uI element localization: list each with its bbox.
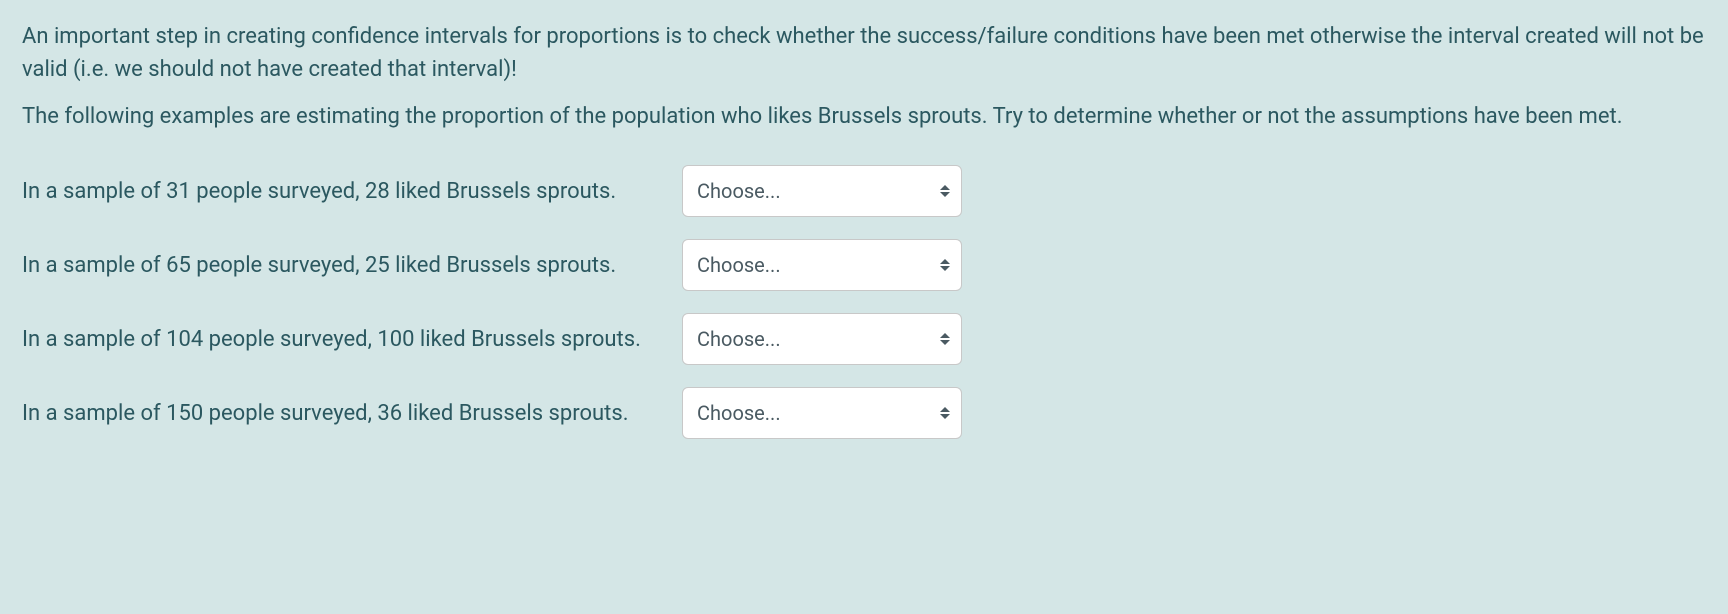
question-text-2: In a sample of 65 people surveyed, 25 li… [22,249,682,282]
intro-paragraph-1: An important step in creating confidence… [22,20,1706,86]
question-row: In a sample of 104 people surveyed, 100 … [22,313,1706,365]
select-placeholder-3: Choose... [697,324,781,354]
select-placeholder-1: Choose... [697,176,781,206]
question-row: In a sample of 65 people surveyed, 25 li… [22,239,1706,291]
answer-select-4[interactable]: Choose... [682,387,962,439]
question-text-1: In a sample of 31 people surveyed, 28 li… [22,175,682,208]
select-wrapper-1: Choose... [682,165,962,217]
select-placeholder-4: Choose... [697,398,781,428]
select-placeholder-2: Choose... [697,250,781,280]
question-text-3: In a sample of 104 people surveyed, 100 … [22,323,682,356]
answer-select-2[interactable]: Choose... [682,239,962,291]
select-wrapper-2: Choose... [682,239,962,291]
question-text-4: In a sample of 150 people surveyed, 36 l… [22,397,682,430]
questions-section: In a sample of 31 people surveyed, 28 li… [22,165,1706,439]
answer-select-3[interactable]: Choose... [682,313,962,365]
select-wrapper-4: Choose... [682,387,962,439]
answer-select-1[interactable]: Choose... [682,165,962,217]
intro-section: An important step in creating confidence… [22,20,1706,133]
question-row: In a sample of 31 people surveyed, 28 li… [22,165,1706,217]
intro-paragraph-2: The following examples are estimating th… [22,100,1706,133]
question-row: In a sample of 150 people surveyed, 36 l… [22,387,1706,439]
select-wrapper-3: Choose... [682,313,962,365]
